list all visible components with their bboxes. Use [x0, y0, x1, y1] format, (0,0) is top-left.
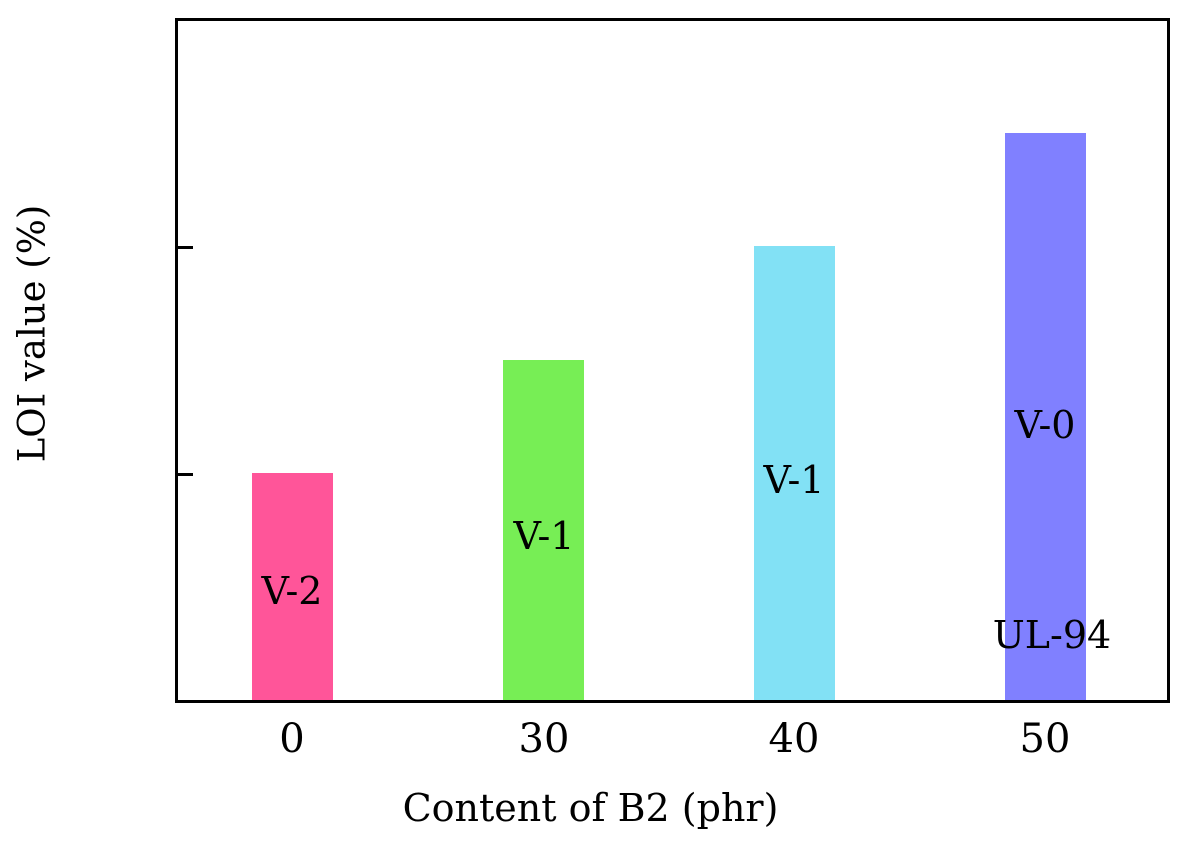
bar-40-phr	[754, 246, 835, 700]
y-axis-title: LOI value (%)	[10, 204, 54, 463]
bar-30-phr	[503, 360, 584, 700]
y-tick-mark-26	[178, 246, 193, 249]
bar-0-phr	[252, 473, 333, 700]
bar-label-30-phr: V-1	[513, 514, 575, 558]
y-tick-mark-24	[178, 473, 193, 476]
x-tick-label-0: 0	[279, 716, 305, 762]
bar-label-40-phr: V-1	[763, 458, 825, 502]
bar-50-phr	[1005, 133, 1086, 700]
plot-area: V-2 V-1 V-1 V-0 UL-94	[175, 18, 1170, 703]
x-axis-title: Content of B2 (phr)	[402, 786, 779, 830]
bar-label-0-phr: V-2	[261, 569, 323, 613]
x-tick-label-40: 40	[768, 716, 820, 762]
x-tick-label-30: 30	[518, 716, 570, 762]
bar-label-50-phr: V-0	[1014, 403, 1076, 447]
x-tick-label-50: 50	[1019, 716, 1071, 762]
ul94-standard-annotation: UL-94	[992, 613, 1112, 657]
